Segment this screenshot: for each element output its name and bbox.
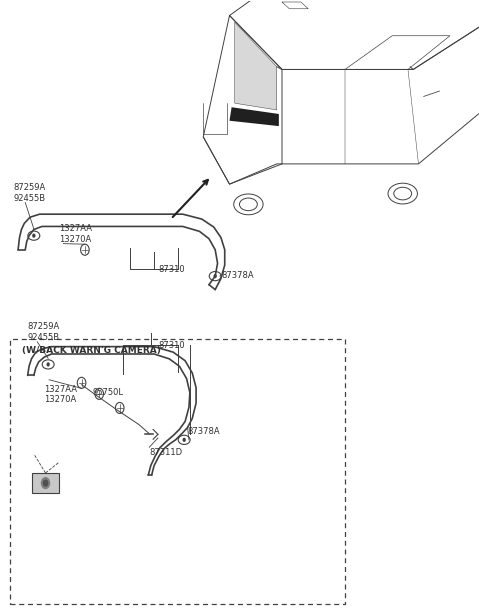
Circle shape [182,438,186,442]
Text: (W/BACK WARN'G CAMERA): (W/BACK WARN'G CAMERA) [22,346,161,355]
Text: 87378A: 87378A [188,428,220,436]
Circle shape [43,479,48,487]
Text: 87259A
92455B: 87259A 92455B [13,183,46,203]
Text: 1327AA
13270A: 1327AA 13270A [44,384,77,404]
Polygon shape [229,107,279,126]
Text: 87310: 87310 [159,265,185,274]
Text: 95750L: 95750L [92,388,123,397]
Circle shape [32,233,36,238]
Bar [33,473,59,493]
Circle shape [47,362,50,367]
Circle shape [214,274,217,278]
Text: 1327AA
13270A: 1327AA 13270A [59,224,92,243]
Text: 87311D: 87311D [149,448,182,456]
Polygon shape [235,22,277,110]
Text: 87259A
92455B: 87259A 92455B [28,322,60,342]
Circle shape [41,477,50,489]
Bar [10,339,345,604]
Text: 87378A: 87378A [221,272,253,280]
Text: 87310: 87310 [159,341,185,350]
